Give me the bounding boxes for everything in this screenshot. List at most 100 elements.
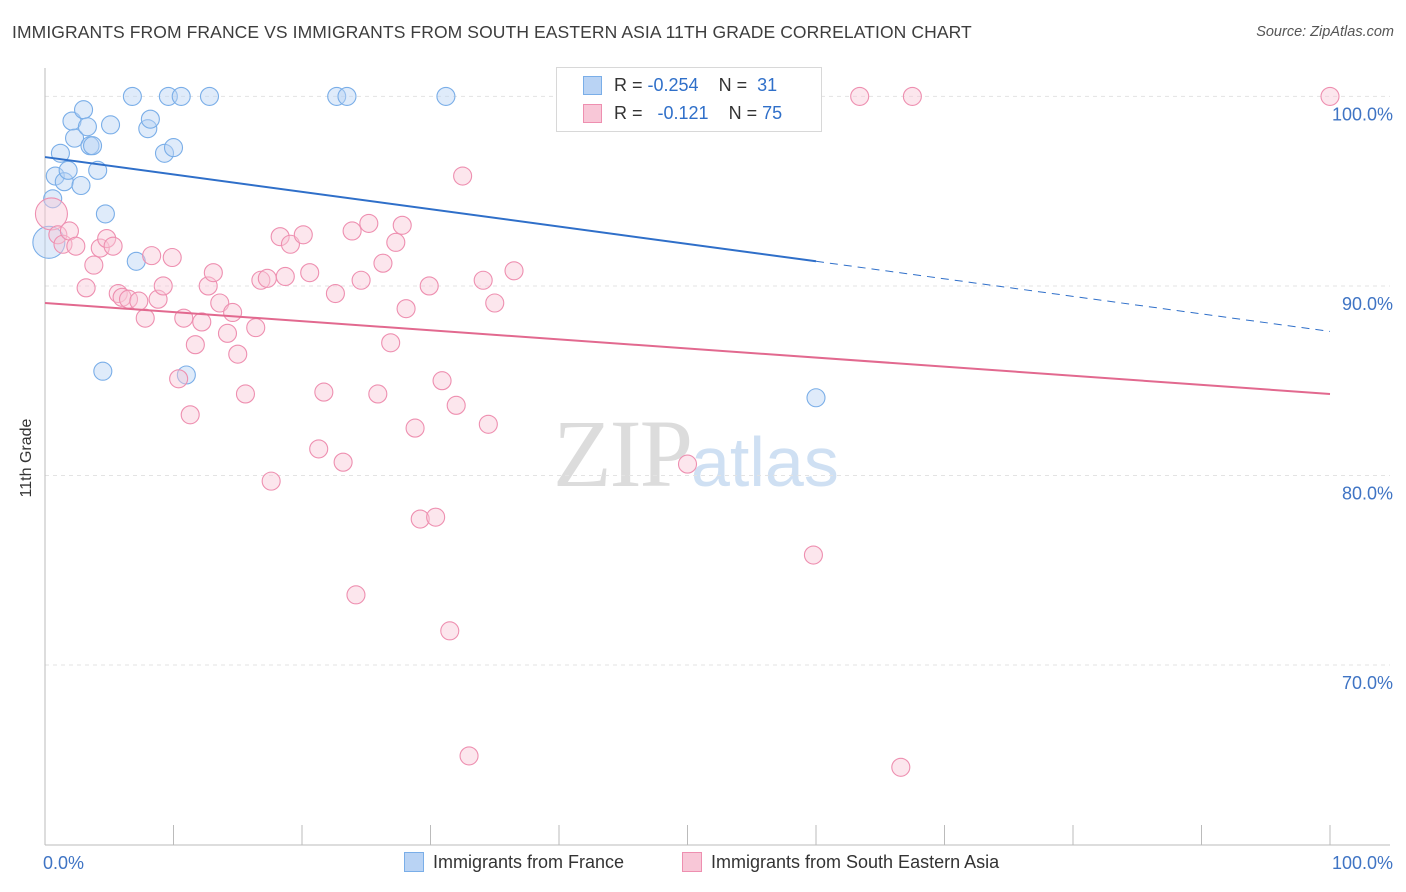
sea-point (440, 621, 460, 641)
france-swatch (583, 76, 602, 95)
sea-point (34, 197, 68, 231)
france-point (436, 86, 456, 106)
y-tick-label-80: 80.0% (1342, 483, 1393, 503)
sea-r-value: -0.121 (657, 103, 709, 123)
sea-point (192, 312, 212, 332)
france-point (58, 160, 78, 180)
sea-point (325, 283, 345, 304)
y-tick-label-90: 90.0% (1342, 294, 1393, 314)
sea-point (180, 405, 200, 425)
france-point (806, 388, 826, 408)
france-point (95, 204, 115, 224)
sea-point (453, 166, 473, 186)
sea-point (342, 221, 362, 241)
sea-point (153, 276, 173, 296)
sea-point (446, 395, 466, 415)
sea-point (103, 236, 123, 256)
sea-point (891, 757, 911, 777)
sea-point (66, 236, 86, 256)
sea-point (410, 509, 430, 529)
x-tick-label-0: 0.0% (43, 853, 84, 873)
y-axis-label: 11th Grade (18, 418, 35, 498)
sea-point (803, 545, 823, 565)
watermark-atlas: atlas (691, 423, 839, 501)
sea-point (473, 270, 493, 290)
sea-point (223, 302, 243, 323)
chart-title: IMMIGRANTS FROM FRANCE VS IMMIGRANTS FRO… (12, 22, 972, 42)
sea-point (386, 232, 406, 252)
france-point (337, 86, 357, 106)
sea-point (48, 225, 68, 245)
sea-point (504, 261, 524, 281)
sea-point (333, 452, 353, 472)
sea-point (203, 263, 223, 283)
sea-legend-swatch (682, 852, 702, 872)
france-point (43, 189, 63, 209)
sea-point (129, 291, 149, 311)
france-point (199, 86, 220, 106)
x-tick-label-100: 100.0% (1332, 853, 1393, 873)
sea-point (210, 293, 230, 313)
sea-point (405, 418, 425, 438)
france-point (171, 86, 191, 106)
sea-point (162, 247, 182, 268)
legend-label-sea: Immigrants from South Eastern Asia (711, 852, 1000, 872)
sea-point (76, 278, 96, 298)
legend-item-sea[interactable]: Immigrants from South Eastern Asia (682, 852, 999, 873)
r-label: R = (614, 75, 648, 95)
sea-point (280, 234, 300, 254)
sea-point (142, 246, 162, 266)
y-tick-label-70: 70.0% (1342, 673, 1393, 693)
sea-point (251, 270, 271, 290)
france-r-value: -0.254 (647, 75, 699, 95)
france-trend-extension (815, 260, 1331, 332)
sea-point (368, 384, 388, 404)
legend-item-france[interactable]: Immigrants from France (404, 852, 624, 873)
sea-point (275, 266, 295, 287)
n-label: N = (718, 75, 753, 95)
sea-point (108, 283, 128, 304)
france-trend-line (44, 156, 817, 263)
sea-point (261, 471, 281, 491)
france-point (77, 117, 97, 137)
france-point (93, 361, 113, 381)
france-n-value: 31 (757, 75, 778, 95)
sea-point (246, 318, 266, 338)
sea-point (293, 225, 313, 245)
sea-point (373, 253, 393, 273)
sea-point (392, 215, 412, 235)
sea-point (84, 255, 104, 275)
sea-point (257, 268, 277, 288)
france-point (45, 166, 65, 186)
sea-point (459, 746, 479, 766)
france-point (327, 86, 347, 106)
france-point (71, 175, 91, 196)
sea-point (300, 263, 320, 283)
sea-point (217, 323, 238, 343)
france-point (82, 136, 103, 156)
sea-point (235, 384, 256, 404)
legend-label-france: Immigrants from France (433, 852, 625, 872)
sea-point (359, 213, 379, 233)
sea-point (135, 308, 155, 328)
watermark-zip: ZIP (553, 400, 693, 507)
france-point (100, 115, 121, 135)
sea-point (228, 344, 248, 364)
france-legend-swatch (404, 852, 424, 872)
sea-point (419, 276, 439, 296)
france-point (122, 86, 142, 106)
france-point (163, 138, 184, 158)
france-point (154, 143, 175, 163)
source-credit: Source: ZipAtlas.com (1256, 24, 1394, 40)
stats-legend: R = -0.254 N = 31 R = -0.121 N = 75 (556, 67, 822, 132)
sea-point (850, 86, 870, 106)
sea-point (346, 585, 366, 605)
france-point (74, 100, 94, 120)
france-point (65, 128, 85, 148)
y-tick-label-100: 100.0% (1332, 104, 1393, 124)
sea-n-value: 75 (762, 103, 783, 123)
sea-trend-line (44, 301, 1331, 395)
watermark: ZIPatlas (553, 398, 839, 509)
sea-point (902, 86, 922, 106)
